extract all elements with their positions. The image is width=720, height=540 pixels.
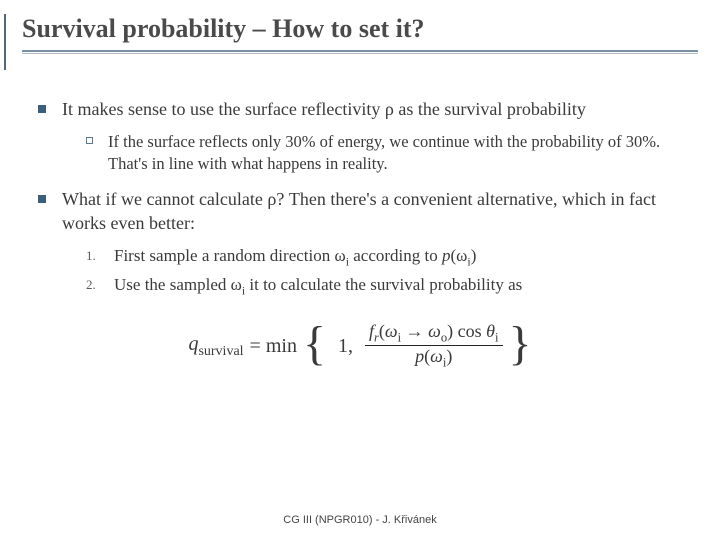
omega-symbol: ω: [456, 246, 467, 265]
left-brace-icon: {: [303, 325, 326, 363]
title-block: Survival probability – How to set it?: [0, 0, 720, 58]
subscript: survival: [198, 344, 243, 359]
arrow-symbol: →: [401, 321, 428, 341]
one-value: 1,: [332, 333, 359, 359]
title-left-accent: [4, 14, 6, 70]
p-symbol: p: [442, 246, 451, 265]
text-fragment: ): [446, 346, 452, 366]
bullet-1-sub-text: If the surface reflects only 30% of ener…: [108, 131, 682, 174]
text-fragment: First sample a random direction: [114, 246, 334, 265]
fraction: fr(ωi → ωo) cos θi p(ωi): [365, 321, 503, 371]
text-fragment: q: [188, 333, 198, 355]
hollow-square-bullet-icon: [86, 131, 108, 174]
step-number: 1.: [86, 245, 114, 270]
step-2-text: Use the sampled ωi it to calculate the s…: [114, 274, 682, 299]
survival-formula: qsurvival = min { 1, fr(ωi → ωo) cos θi …: [38, 321, 682, 371]
subscript: i: [495, 330, 499, 344]
bullet-1-sub: If the surface reflects only 30% of ener…: [86, 131, 682, 174]
text-fragment: What if we cannot calculate: [62, 189, 267, 209]
equals-min: = min: [250, 333, 297, 359]
q-symbol: qsurvival: [188, 331, 243, 361]
square-bullet-icon: [38, 98, 62, 121]
slide-footer: CG III (NPGR010) - J. Křivánek: [0, 514, 720, 526]
text-fragment: according to: [349, 246, 442, 265]
step-1: 1. First sample a random direction ωi ac…: [86, 245, 682, 270]
theta-symbol: θ: [486, 321, 495, 341]
step-2: 2. Use the sampled ωi it to calculate th…: [86, 274, 682, 299]
fraction-denominator: p(ωi): [411, 346, 456, 371]
bullet-2: What if we cannot calculate ρ? Then ther…: [38, 188, 682, 235]
slide-title: Survival probability – How to set it?: [22, 14, 698, 44]
omega-symbol: ω: [430, 346, 443, 366]
text-fragment: It makes sense to use the surface reflec…: [62, 99, 385, 119]
square-bullet-icon: [38, 188, 62, 235]
right-brace-icon: }: [509, 325, 532, 363]
rho-symbol: ρ: [385, 99, 394, 119]
omega-symbol: ω: [334, 246, 345, 265]
p-symbol: p: [415, 346, 424, 366]
bullet-1: It makes sense to use the surface reflec…: [38, 98, 682, 121]
text-fragment: Use the sampled: [114, 275, 231, 294]
text-fragment: it to calculate the survival probability…: [245, 275, 522, 294]
omega-symbol: ω: [428, 321, 441, 341]
omega-symbol: ω: [385, 321, 398, 341]
slide-content: It makes sense to use the surface reflec…: [0, 58, 720, 371]
bullet-2-text: What if we cannot calculate ρ? Then ther…: [62, 188, 682, 235]
cos-text: cos: [453, 321, 486, 341]
bullet-1-text: It makes sense to use the surface reflec…: [62, 98, 682, 121]
step-1-text: First sample a random direction ωi accor…: [114, 245, 682, 270]
omega-symbol: ω: [231, 275, 242, 294]
step-number: 2.: [86, 274, 114, 299]
title-underline: [22, 50, 698, 54]
fraction-numerator: fr(ωi → ωo) cos θi: [365, 321, 503, 346]
text-fragment: as the survival probability: [394, 99, 586, 119]
formula-body: qsurvival = min { 1, fr(ωi → ωo) cos θi …: [188, 321, 531, 371]
text-fragment: ): [471, 246, 477, 265]
